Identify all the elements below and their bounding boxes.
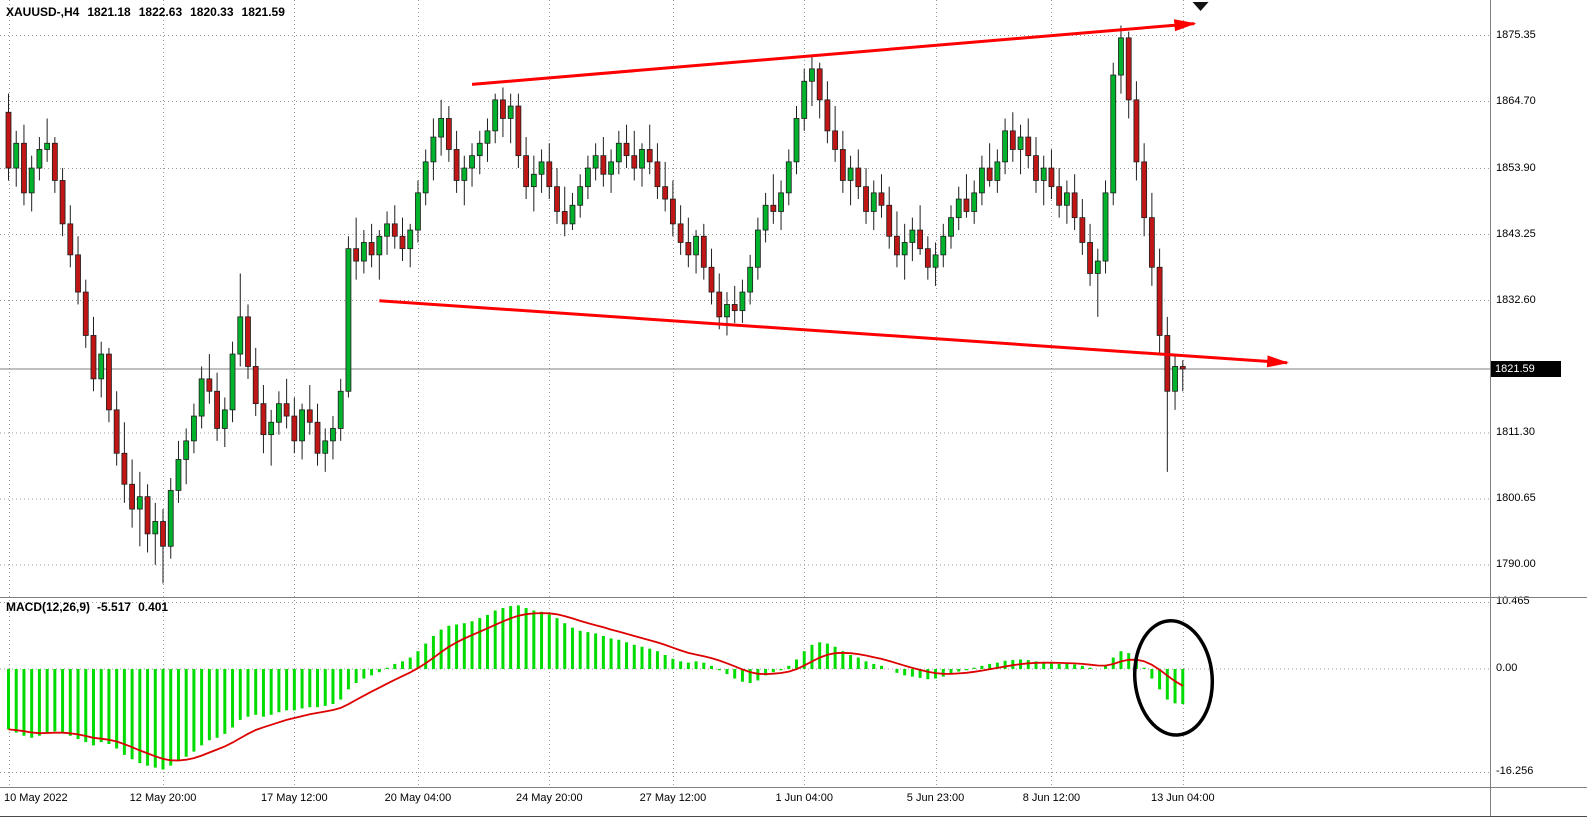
price-axis-label: 1800.65 [1496, 491, 1536, 504]
chart-shift-marker[interactable] [1192, 2, 1209, 11]
low-value: 1820.33 [190, 5, 234, 19]
time-axis-label: 24 May 20:00 [515, 792, 583, 804]
time-axis-label: 5 Jun 23:00 [906, 792, 965, 804]
price-axis-label: 1790.00 [1496, 557, 1536, 570]
time-axis-label: 8 Jun 12:00 [1022, 792, 1081, 804]
time-axis[interactable]: 10 May 2022 12 May 20:00 17 May 12:00 20 Ma… [0, 790, 1490, 816]
macd-signal-line [8, 612, 1184, 762]
symbol-ohlc-header: XAUUSD-,H4 1821.18 1822.63 1820.33 1821.59 [6, 5, 293, 19]
panel-separator-top [0, 597, 1587, 598]
price-axis-label: 1843.25 [1496, 227, 1536, 240]
macd-axis-max-label: 10.465 [1496, 595, 1530, 607]
current-price-badge: 1821.59 [1491, 361, 1561, 377]
price-axis-label: 1864.70 [1496, 94, 1536, 107]
symbol-timeframe-label: XAUUSD-,H4 [6, 5, 80, 19]
time-axis-label: 1 Jun 04:00 [775, 792, 833, 804]
macd-panel-series [7, 605, 1185, 770]
price-axis-label: 1875.35 [1496, 28, 1536, 41]
time-axis-label: 27 May 12:00 [639, 792, 707, 804]
price-axis[interactable]: 1875.35 1864.70 1853.90 1843.25 1832.60 1811.… [1491, 0, 1587, 597]
time-axis-label: 10 May 2022 [4, 792, 68, 804]
close-value: 1821.59 [241, 5, 285, 19]
time-axis-label: 12 May 20:00 [129, 792, 197, 804]
price-axis-label: 1811.30 [1496, 425, 1535, 438]
axis-separator-vertical [1490, 0, 1491, 817]
open-value: 1821.18 [87, 5, 131, 19]
macd-signal-value: 0.401 [138, 600, 169, 614]
macd-indicator-header: MACD(12,26,9) -5.517 0.401 [6, 600, 175, 614]
time-axis-label: 20 May 04:00 [384, 792, 452, 804]
ellipse-annotation[interactable] [1130, 618, 1217, 739]
macd-label: MACD(12,26,9) [6, 600, 91, 614]
trendline-upper[interactable] [471, 19, 1197, 86]
time-axis-label: 13 Jun 04:00 [1150, 792, 1215, 804]
chart-bottom-border [0, 816, 1587, 817]
panel-separator-bottom [0, 787, 1587, 788]
time-axis-label: 17 May 12:00 [261, 792, 328, 804]
high-value: 1822.63 [138, 5, 183, 19]
grid-lines [0, 0, 1490, 787]
price-axis-label: 1853.90 [1496, 161, 1536, 174]
trendline-lower[interactable] [379, 299, 1290, 368]
macd-main-value: -5.517 [97, 600, 132, 614]
candlestick-series [5, 25, 1186, 584]
macd-axis-min-label: -16.256 [1496, 765, 1534, 777]
macd-axis-zero-label: 0.00 [1496, 662, 1518, 674]
price-axis-label: 1832.60 [1496, 293, 1536, 306]
